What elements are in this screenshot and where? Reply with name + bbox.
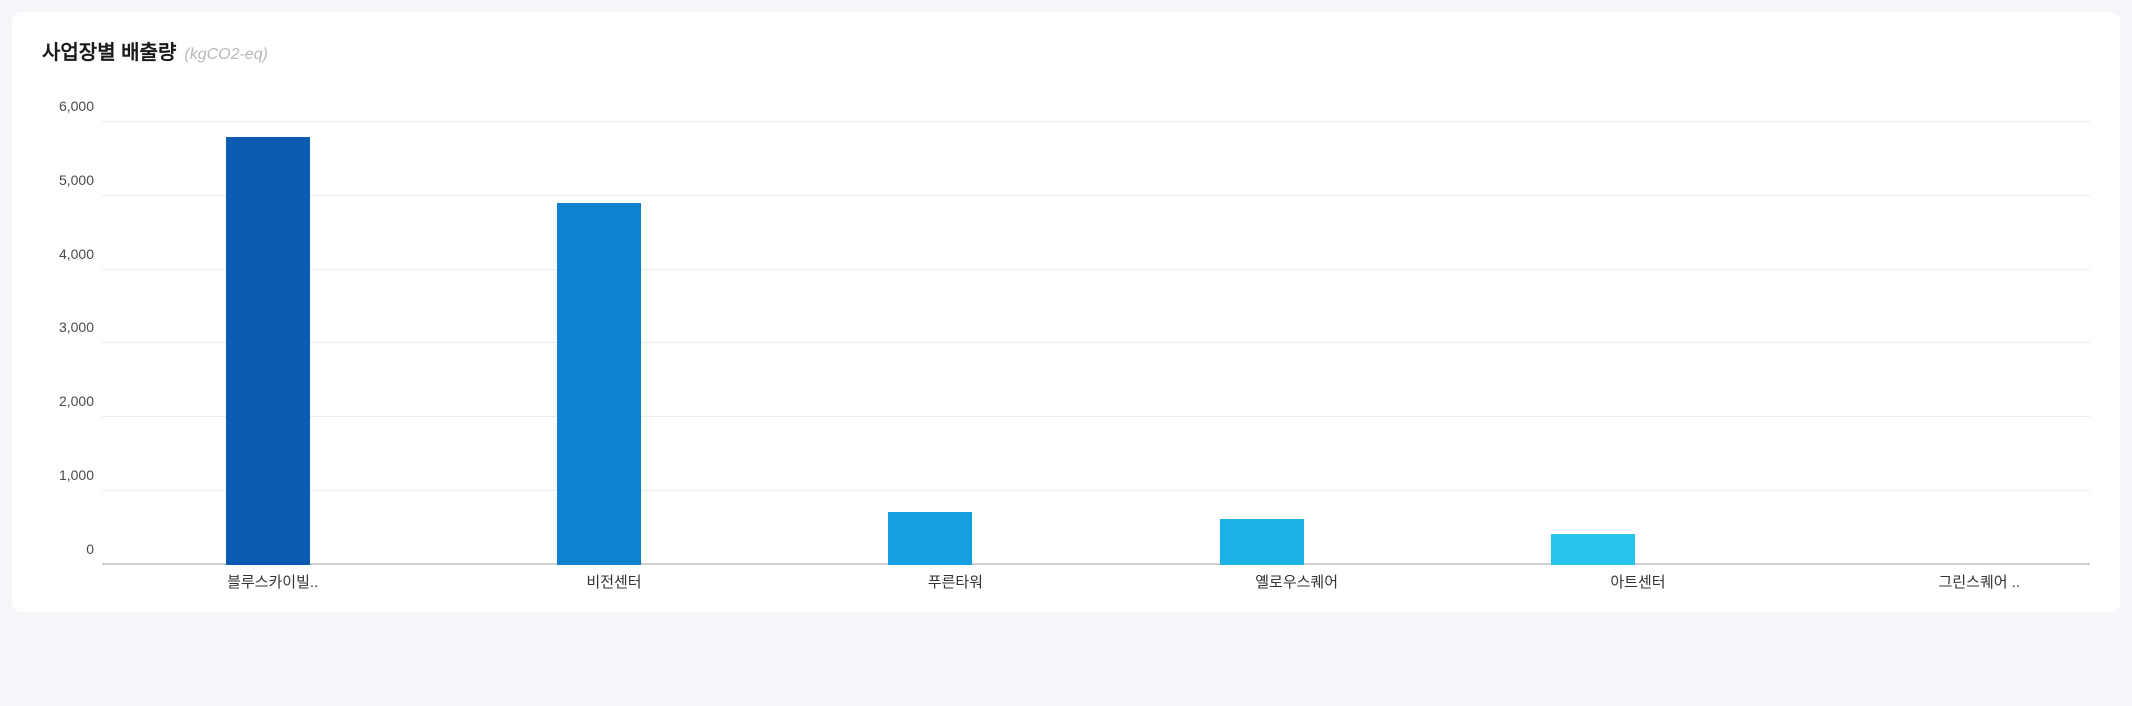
chart-title: 사업장별 배출량 <box>42 36 176 65</box>
x-tick-label: 블루스카이빌.. <box>102 571 443 592</box>
x-tick-label: 비전센터 <box>443 571 784 592</box>
chart-area: 0 1,000 2,000 3,000 4,000 5,000 6,000 <box>42 85 2090 565</box>
y-tick-label: 1,000 <box>59 467 94 483</box>
x-tick-label: 옐로우스퀘어 <box>1126 571 1467 592</box>
bar-slot <box>433 85 764 565</box>
y-axis: 0 1,000 2,000 3,000 4,000 5,000 6,000 <box>42 85 102 565</box>
y-tick-label: 4,000 <box>59 246 94 262</box>
bar-slot <box>765 85 1096 565</box>
bar-slot <box>1759 85 2090 565</box>
plot-area <box>102 85 2090 565</box>
chart-header: 사업장별 배출량 (kgCO2-eq) <box>42 36 2090 65</box>
bar[interactable] <box>557 203 641 565</box>
x-tick-label: 그린스퀘어 .. <box>1809 571 2132 592</box>
bars-container <box>102 85 2090 565</box>
bar-slot <box>1427 85 1758 565</box>
x-tick-label: 아트센터 <box>1467 571 1808 592</box>
bar[interactable] <box>1220 519 1304 565</box>
y-tick-label: 3,000 <box>59 319 94 335</box>
chart-card: 사업장별 배출량 (kgCO2-eq) 0 1,000 2,000 3,000 4,00… <box>12 12 2120 612</box>
bar-slot <box>1096 85 1427 565</box>
y-tick-label: 6,000 <box>59 98 94 114</box>
bar[interactable] <box>226 137 310 565</box>
chart-subtitle: (kgCO2-eq) <box>184 46 268 64</box>
x-axis: 블루스카이빌..비전센터푸른타워옐로우스퀘어아트센터그린스퀘어 .. <box>102 571 2132 592</box>
bar-slot <box>102 85 433 565</box>
y-tick-label: 2,000 <box>59 393 94 409</box>
x-tick-label: 푸른타워 <box>785 571 1126 592</box>
y-tick-label: 5,000 <box>59 172 94 188</box>
y-tick-label: 0 <box>86 541 94 557</box>
bar[interactable] <box>1551 534 1635 565</box>
bar[interactable] <box>888 512 972 565</box>
